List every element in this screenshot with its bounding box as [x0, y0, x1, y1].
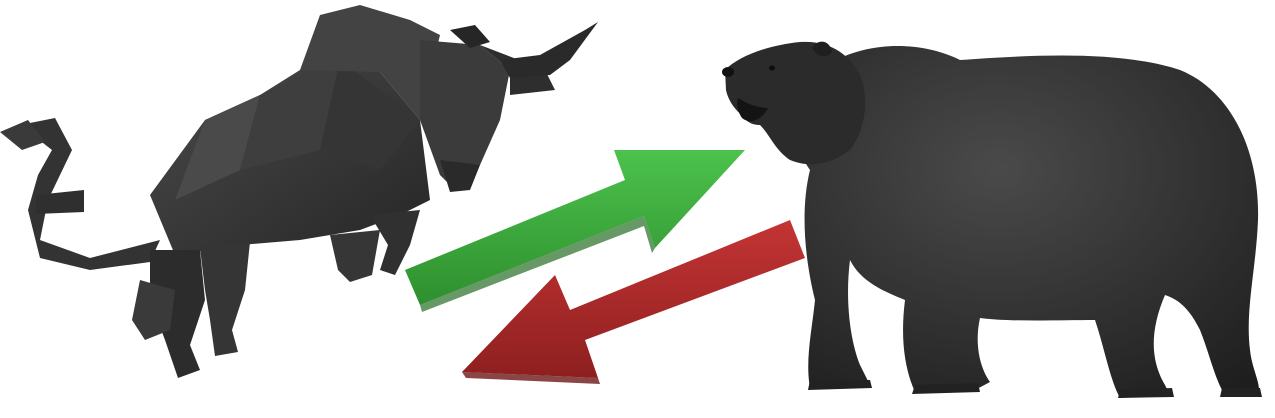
arrow-down-left-icon [462, 220, 805, 384]
arrow-up-right-icon [405, 150, 745, 312]
bull-icon [0, 5, 598, 378]
bear-icon [722, 41, 1262, 399]
